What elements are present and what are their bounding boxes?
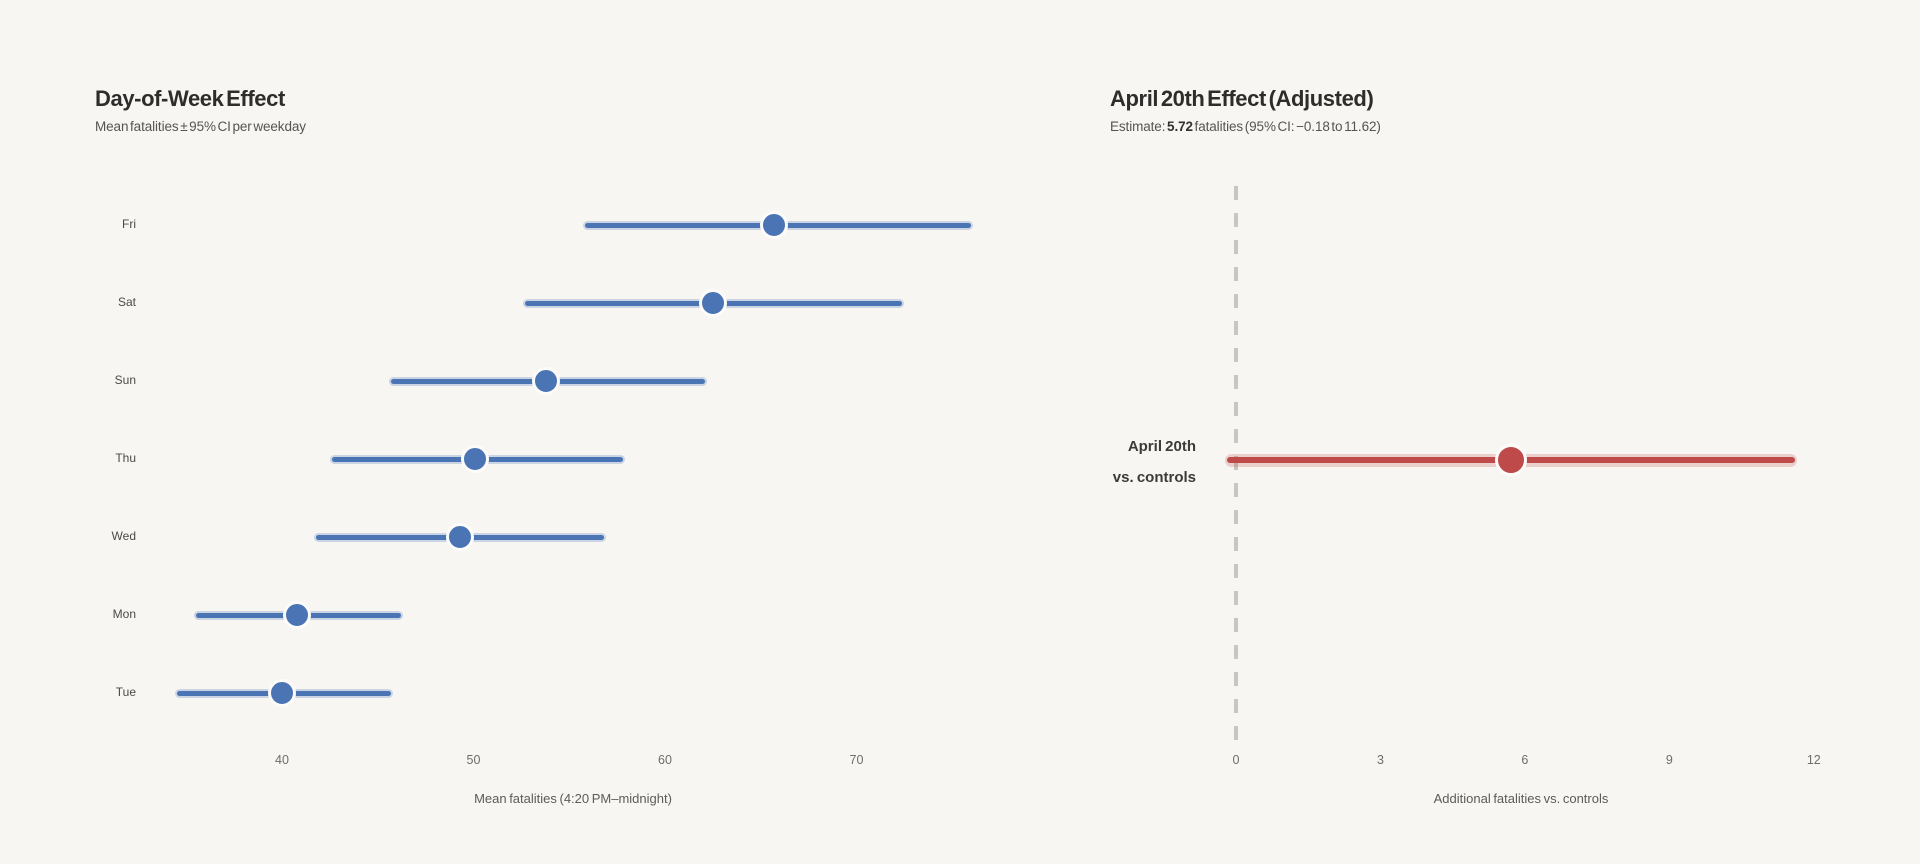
right-chart-title: April 20th Effect (Adjusted)	[1110, 86, 1374, 111]
x-tick-label: 0	[1232, 753, 1240, 767]
category-label: Wed	[111, 529, 136, 543]
mean-marker	[1495, 444, 1528, 476]
category-label: Tue	[115, 685, 136, 699]
estimate-suffix: fatalities (95% CI: −0.18 to 11.62)	[1192, 119, 1381, 134]
mean-marker	[446, 523, 475, 551]
estimate-prefix: Estimate:	[1110, 119, 1168, 134]
category-label: Thu	[115, 451, 136, 465]
category-label: April 20th	[1127, 438, 1196, 455]
right-chart-subtitle: Estimate: 5.72 fatalities (95% CI: −0.18…	[1110, 119, 1381, 134]
category-label: Sun	[114, 373, 136, 387]
x-tick-label: 6	[1521, 753, 1529, 767]
mean-marker	[283, 601, 312, 629]
category-label: Mon	[112, 607, 136, 621]
mean-marker	[532, 367, 561, 395]
category-label: Sat	[117, 295, 136, 309]
x-tick-label: 40	[275, 753, 289, 767]
left-chart-title: Day-of-Week Effect	[95, 86, 285, 111]
right-x-axis-label: Additional fatalities vs. controls	[1433, 791, 1609, 806]
x-tick-label: 12	[1806, 753, 1821, 767]
x-tick-label: 60	[658, 753, 672, 767]
x-tick-label: 3	[1376, 753, 1384, 767]
left-x-axis-label: Mean fatalities (4:20 PM–midnight)	[474, 791, 672, 806]
x-tick-label: 9	[1665, 753, 1673, 767]
estimate-value: 5.72	[1167, 119, 1193, 134]
mean-marker	[760, 211, 789, 239]
x-tick-label: 50	[466, 753, 481, 767]
category-label: Fri	[122, 217, 136, 231]
mean-marker	[268, 679, 296, 707]
mean-marker	[698, 289, 727, 317]
zero-reference-line	[1234, 186, 1238, 740]
x-tick-label: 70	[849, 753, 864, 767]
left-chart-subtitle: Mean fatalities ± 95% CI per weekday	[95, 119, 306, 134]
category-label: vs. controls	[1112, 469, 1196, 486]
mean-marker	[461, 445, 490, 473]
